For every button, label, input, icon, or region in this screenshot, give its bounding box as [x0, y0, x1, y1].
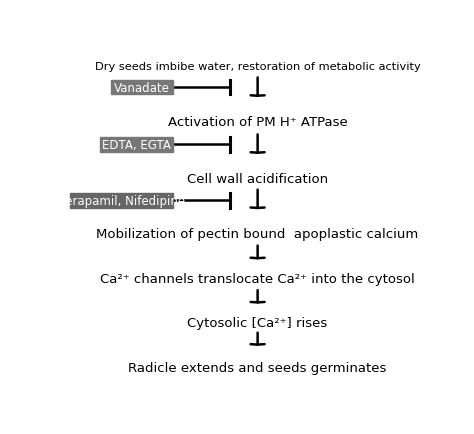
Bar: [110, 80, 173, 95]
Text: Vanadate: Vanadate: [114, 81, 170, 94]
Text: Radicle extends and seeds germinates: Radicle extends and seeds germinates: [128, 362, 387, 375]
Text: Ca²⁺ channels translocate Ca²⁺ into the cytosol: Ca²⁺ channels translocate Ca²⁺ into the …: [100, 273, 415, 286]
Text: Cell wall acidification: Cell wall acidification: [187, 173, 328, 186]
Bar: [100, 138, 173, 152]
Text: Mobilization of pectin bound  apoplastic calcium: Mobilization of pectin bound apoplastic …: [97, 228, 419, 241]
Text: Cytosolic [Ca²⁺] rises: Cytosolic [Ca²⁺] rises: [188, 316, 328, 329]
Text: EDTA, EGTA: EDTA, EGTA: [102, 138, 171, 151]
Text: Activation of PM H⁺ ATPase: Activation of PM H⁺ ATPase: [168, 116, 347, 129]
Bar: [70, 194, 173, 208]
Text: Dry seeds imbibe water, restoration of metabolic activity: Dry seeds imbibe water, restoration of m…: [95, 62, 420, 72]
Text: Verapamil, Nifedipine: Verapamil, Nifedipine: [58, 194, 185, 207]
